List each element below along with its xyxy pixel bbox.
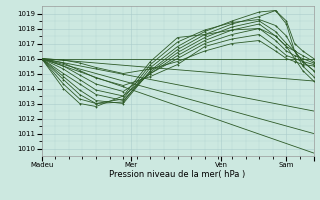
X-axis label: Pression niveau de la mer( hPa ): Pression niveau de la mer( hPa ): [109, 170, 246, 179]
